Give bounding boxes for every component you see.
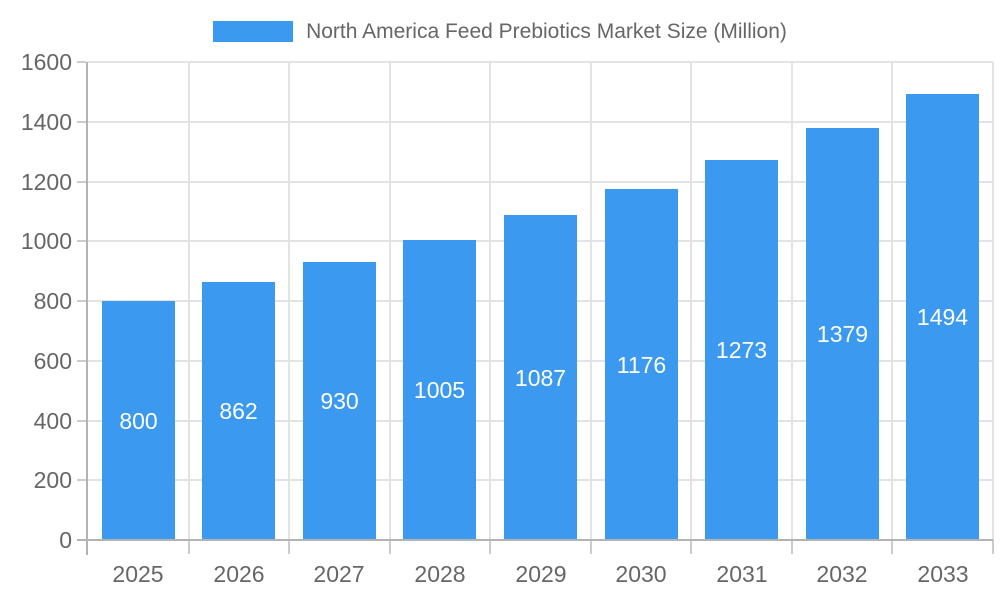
- x-tick-label: 2025: [112, 561, 164, 587]
- bar-2031[interactable]: [705, 160, 778, 540]
- x-axis-tick: [388, 540, 391, 554]
- y-axis-tick: [77, 61, 86, 63]
- gridline-vertical: [690, 62, 693, 540]
- x-axis-tick: [187, 540, 190, 554]
- gridline-vertical: [288, 62, 291, 540]
- y-axis-tick: [77, 300, 86, 302]
- bar-2030[interactable]: [605, 189, 678, 540]
- y-tick-label: 800: [33, 288, 72, 314]
- bar-value-label: 862: [219, 398, 258, 424]
- x-tick-label: 2030: [615, 561, 667, 587]
- x-tick-label: 2028: [414, 561, 466, 587]
- bar-2033[interactable]: [906, 94, 979, 540]
- bar-2027[interactable]: [303, 262, 376, 540]
- gridline-vertical: [891, 62, 894, 540]
- gridline-horizontal: [88, 120, 993, 123]
- x-axis-tick: [690, 540, 693, 554]
- x-axis-tick: [992, 540, 994, 554]
- y-tick-label: 400: [33, 407, 72, 434]
- bar-value-label: 930: [320, 388, 359, 414]
- x-tick-label: 2031: [716, 561, 768, 587]
- bar-value-label: 1494: [916, 304, 969, 330]
- legend-item[interactable]: North America Feed Prebiotics Market Siz…: [0, 20, 1000, 43]
- gridline-vertical: [388, 62, 391, 540]
- y-axis-line: [86, 62, 88, 555]
- gridline-horizontal: [88, 61, 993, 63]
- bar-2026[interactable]: [202, 282, 275, 540]
- bar-value-label: 1379: [816, 321, 869, 347]
- y-tick-label: 1600: [20, 49, 72, 75]
- bar-value-label: 1005: [413, 377, 466, 403]
- y-axis-tick: [77, 180, 86, 183]
- legend-label: North America Feed Prebiotics Market Siz…: [306, 20, 787, 43]
- bar-value-label: 1087: [514, 365, 567, 391]
- x-tick-label: 2029: [515, 561, 567, 587]
- y-tick-label: 1200: [20, 168, 72, 195]
- y-tick-label: 1000: [20, 228, 72, 255]
- legend-swatch: [213, 21, 294, 42]
- x-axis-line: [77, 539, 993, 541]
- x-axis-tick: [288, 540, 291, 554]
- gridline-vertical: [992, 62, 994, 540]
- y-axis-tick: [77, 120, 86, 123]
- bar-2028[interactable]: [403, 240, 476, 540]
- x-tick-label: 2033: [917, 561, 969, 587]
- bar-2032[interactable]: [806, 128, 879, 540]
- bar-2029[interactable]: [504, 215, 577, 540]
- x-axis-tick: [790, 540, 793, 554]
- bar-2025[interactable]: [102, 301, 175, 540]
- y-axis-tick: [77, 419, 86, 422]
- bar-value-label: 1273: [715, 337, 768, 363]
- gridline-horizontal: [88, 180, 993, 183]
- gridline-vertical: [790, 62, 793, 540]
- y-tick-label: 200: [33, 467, 72, 494]
- x-tick-label: 2032: [816, 561, 868, 587]
- y-axis-tick: [77, 359, 86, 362]
- y-axis-tick: [77, 240, 86, 243]
- bar-value-label: 800: [119, 408, 158, 434]
- x-axis-tick: [589, 540, 592, 554]
- x-tick-label: 2027: [313, 561, 365, 587]
- gridline-vertical: [589, 62, 592, 540]
- x-tick-label: 2026: [213, 561, 265, 587]
- plot-area: 800 862 930 1005 1087 1176 1273 1379 1494: [88, 61, 994, 540]
- gridline-vertical: [187, 62, 190, 540]
- y-tick-label: 600: [33, 347, 72, 374]
- y-tick-label: 0: [59, 527, 72, 553]
- y-tick-label: 1400: [20, 108, 72, 135]
- x-axis-tick: [489, 540, 492, 554]
- bar-value-label: 1176: [616, 352, 667, 378]
- x-axis-tick: [891, 540, 894, 554]
- y-axis-tick: [77, 479, 86, 482]
- gridline-vertical: [489, 62, 492, 540]
